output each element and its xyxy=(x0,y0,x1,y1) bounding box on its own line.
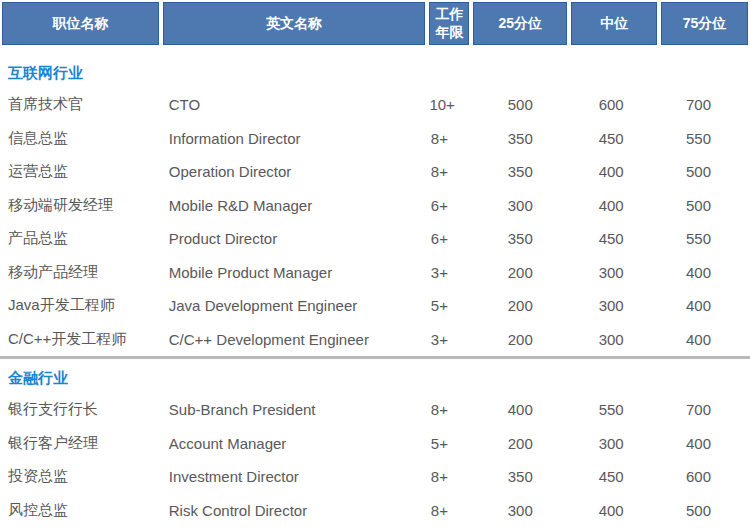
median-cell: 550 xyxy=(571,401,657,418)
p75-cell: 500 xyxy=(661,197,748,214)
table-row: 投资总监Investment Director8+350450600 xyxy=(2,460,748,494)
english-name-cell: Java Development Engineer xyxy=(163,297,426,314)
p75-cell: 400 xyxy=(661,331,748,348)
work-years-cell: 8+ xyxy=(429,468,469,485)
english-name-cell: Sub-Branch President xyxy=(163,401,426,418)
table-row: 银行客户经理Account Manager5+200300400 xyxy=(2,427,748,461)
work-years-cell: 6+ xyxy=(429,197,469,214)
p25-cell: 400 xyxy=(473,401,567,418)
column-header-work-years: 工作年限 xyxy=(429,2,469,45)
english-name-cell: CTO xyxy=(163,96,426,113)
position-name-cell: 银行支行行长 xyxy=(2,400,159,419)
p25-cell: 200 xyxy=(473,331,567,348)
p25-cell: 350 xyxy=(473,230,567,247)
english-name-cell: Risk Control Director xyxy=(163,502,426,519)
p75-cell: 400 xyxy=(661,297,748,314)
work-years-cell: 8+ xyxy=(429,401,469,418)
work-years-cell: 10+ xyxy=(429,96,469,113)
work-years-cell: 3+ xyxy=(429,331,469,348)
column-header-75th-percentile: 75分位 xyxy=(661,2,748,45)
column-header-25th-percentile: 25分位 xyxy=(473,2,567,45)
p25-cell: 300 xyxy=(473,502,567,519)
english-name-cell: Operation Director xyxy=(163,163,426,180)
position-name-cell: 首席技术官 xyxy=(2,95,159,114)
position-name-cell: C/C++开发工程师 xyxy=(2,330,159,349)
p75-cell: 400 xyxy=(661,435,748,452)
p25-cell: 300 xyxy=(473,197,567,214)
median-cell: 300 xyxy=(571,331,657,348)
english-name-cell: Investment Director xyxy=(163,468,426,485)
work-years-cell: 8+ xyxy=(429,502,469,519)
median-cell: 300 xyxy=(571,297,657,314)
p75-cell: 550 xyxy=(661,130,748,147)
table-row: C/C++开发工程师C/C++ Development Engineer3+20… xyxy=(2,323,748,357)
table-row: 移动端研发经理Mobile R&D Manager6+300400500 xyxy=(2,189,748,223)
work-years-cell: 8+ xyxy=(429,130,469,147)
table-row: 信息总监Information Director8+350450550 xyxy=(2,122,748,156)
p75-cell: 400 xyxy=(661,264,748,281)
table-row: 风控总监Risk Control Director8+300400500 xyxy=(2,494,748,528)
english-name-cell: Mobile Product Manager xyxy=(163,264,426,281)
p25-cell: 200 xyxy=(473,264,567,281)
position-name-cell: 移动端研发经理 xyxy=(2,196,159,215)
table-row: 首席技术官CTO10+500600700 xyxy=(2,88,748,122)
p25-cell: 500 xyxy=(473,96,567,113)
position-name-cell: 信息总监 xyxy=(2,129,159,148)
work-years-cell: 8+ xyxy=(429,163,469,180)
p75-cell: 600 xyxy=(661,468,748,485)
position-name-cell: 风控总监 xyxy=(2,501,159,520)
position-name-cell: Java开发工程师 xyxy=(2,296,159,315)
position-name-cell: 银行客户经理 xyxy=(2,434,159,453)
position-name-cell: 运营总监 xyxy=(2,162,159,181)
p25-cell: 350 xyxy=(473,163,567,180)
p25-cell: 350 xyxy=(473,130,567,147)
table-header-row: 职位名称 英文名称 工作年限 25分位 中位 75分位 xyxy=(2,2,748,45)
median-cell: 450 xyxy=(571,468,657,485)
median-cell: 400 xyxy=(571,502,657,519)
median-cell: 450 xyxy=(571,130,657,147)
median-cell: 300 xyxy=(571,435,657,452)
table-row: Java开发工程师Java Development Engineer5+2003… xyxy=(2,289,748,323)
table-row: 移动产品经理Mobile Product Manager3+200300400 xyxy=(2,256,748,290)
table-row: 银行支行行长Sub-Branch President8+400550700 xyxy=(2,393,748,427)
median-cell: 600 xyxy=(571,96,657,113)
english-name-cell: Product Director xyxy=(163,230,426,247)
section-title: 互联网行业 xyxy=(0,62,750,84)
table-row: 运营总监Operation Director8+350400500 xyxy=(2,155,748,189)
column-header-median: 中位 xyxy=(571,2,657,45)
work-years-cell: 6+ xyxy=(429,230,469,247)
p25-cell: 350 xyxy=(473,468,567,485)
position-name-cell: 产品总监 xyxy=(2,229,159,248)
column-header-english-name: 英文名称 xyxy=(163,2,426,45)
section-divider xyxy=(0,356,750,359)
work-years-cell: 5+ xyxy=(429,297,469,314)
column-header-position-name: 职位名称 xyxy=(2,2,159,45)
salary-table-page: 职位名称 英文名称 工作年限 25分位 中位 75分位 互联网行业首席技术官CT… xyxy=(0,2,750,527)
column-header-work-years-label: 工作年限 xyxy=(435,6,463,41)
work-years-cell: 5+ xyxy=(429,435,469,452)
section-title: 金融行业 xyxy=(0,368,750,388)
english-name-cell: C/C++ Development Engineer xyxy=(163,331,426,348)
p25-cell: 200 xyxy=(473,297,567,314)
english-name-cell: Account Manager xyxy=(163,435,426,452)
median-cell: 300 xyxy=(571,264,657,281)
median-cell: 450 xyxy=(571,230,657,247)
p75-cell: 500 xyxy=(661,163,748,180)
median-cell: 400 xyxy=(571,197,657,214)
p75-cell: 500 xyxy=(661,502,748,519)
position-name-cell: 移动产品经理 xyxy=(2,263,159,282)
english-name-cell: Mobile R&D Manager xyxy=(163,197,426,214)
p75-cell: 550 xyxy=(661,230,748,247)
median-cell: 400 xyxy=(571,163,657,180)
p75-cell: 700 xyxy=(661,401,748,418)
p25-cell: 200 xyxy=(473,435,567,452)
work-years-cell: 3+ xyxy=(429,264,469,281)
p75-cell: 700 xyxy=(661,96,748,113)
english-name-cell: Information Director xyxy=(163,130,426,147)
table-body: 互联网行业首席技术官CTO10+500600700信息总监Information… xyxy=(0,62,750,527)
position-name-cell: 投资总监 xyxy=(2,467,159,486)
table-row: 产品总监Product Director6+350450550 xyxy=(2,222,748,256)
